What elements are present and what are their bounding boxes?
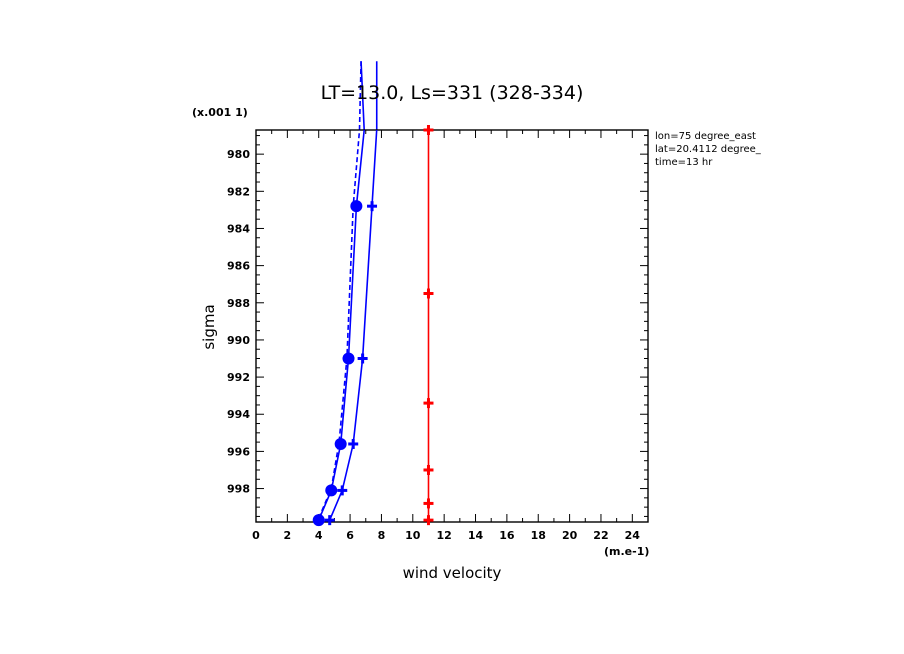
x-tick-label: 12: [437, 529, 452, 542]
series-1-line: [317, 129, 365, 521]
series-2-line: [317, 129, 361, 519]
y-tick-label: 980: [227, 148, 250, 161]
axis-ticks: 0 2 4 6 8 10 12 14 16 18 20 22 249809829849869889909…: [227, 130, 649, 542]
x-tick-label: 4: [315, 529, 323, 542]
series-0-line: [328, 129, 378, 521]
x-tick-label: 0: [252, 529, 260, 542]
series-1-marker: [312, 514, 325, 527]
y-tick-label: 998: [227, 483, 250, 496]
x-tick-label: 20: [562, 529, 578, 542]
series-1-marker: [334, 437, 347, 450]
plot-frame: [255, 129, 649, 523]
series-1-marker: [350, 200, 363, 213]
info-lat: lat=20.4112 degree_: [655, 144, 762, 155]
x-axis-title: wind velocity: [403, 564, 502, 582]
x-tick-label: 14: [468, 529, 484, 542]
x-tick-label: 6: [346, 529, 354, 542]
x-tick-label: 18: [531, 529, 546, 542]
y-tick-label: 994: [227, 408, 250, 421]
series-1-marker: [342, 352, 355, 365]
y-tick-label: 986: [227, 260, 250, 273]
plot-frame-border: [255, 129, 649, 523]
x-tick-label: 24: [625, 529, 641, 542]
x-unit-label: (m.e-1): [604, 545, 649, 558]
y-tick-label: 996: [227, 445, 250, 458]
above-axes-series: [358, 61, 378, 130]
y-unit-label: (x.001 1): [192, 106, 248, 119]
series-1-marker: [325, 484, 338, 497]
y-tick-label: 992: [227, 371, 250, 384]
y-tick-label: 988: [227, 297, 250, 310]
series-2-overflow: [358, 61, 362, 130]
info-lon: lon=75 degree_east: [655, 131, 756, 142]
y-tick-label: 982: [227, 185, 250, 198]
y-tick-label: 990: [227, 334, 250, 347]
x-tick-label: 2: [284, 529, 292, 542]
info-block: lon=75 degree_east lat=20.4112 degree_ t…: [655, 131, 762, 168]
info-time: time=13 hr: [655, 157, 713, 168]
x-tick-label: 16: [499, 529, 515, 542]
x-tick-label: 10: [405, 529, 421, 542]
series-layer: [312, 125, 434, 527]
chart-title: LT=13.0, Ls=331 (328-334): [321, 82, 584, 104]
y-tick-label: 984: [227, 222, 250, 235]
y-axis-title: sigma: [200, 304, 218, 349]
x-tick-label: 8: [378, 529, 386, 542]
x-tick-label: 22: [593, 529, 608, 542]
